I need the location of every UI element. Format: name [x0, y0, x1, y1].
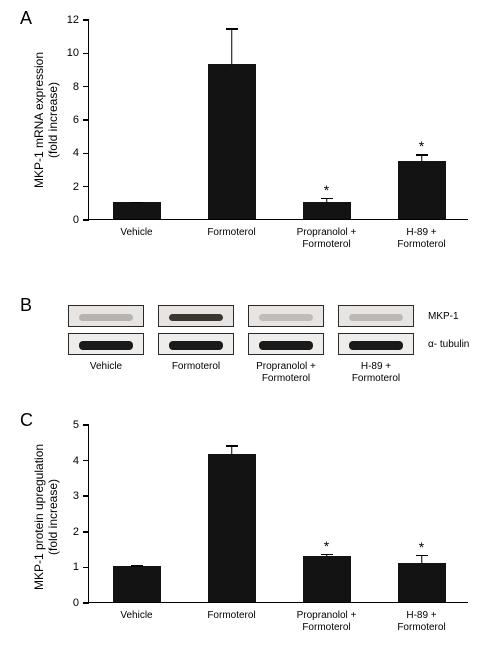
bar	[303, 556, 351, 602]
y-tick-label: 4	[73, 147, 79, 159]
blot-x-label: H-89 +Formoterol	[338, 361, 414, 385]
band	[349, 314, 403, 321]
band	[259, 314, 313, 321]
blot	[68, 333, 144, 355]
y-tick-label: 3	[73, 490, 79, 502]
y-tick	[83, 86, 89, 88]
y-tick-label: 10	[67, 47, 79, 59]
y-tick	[83, 153, 89, 155]
significance-marker: *	[419, 539, 424, 555]
blot	[248, 305, 324, 327]
error-cap	[416, 154, 428, 156]
error-cap	[226, 28, 238, 30]
blot-x-label: Formoterol	[158, 361, 234, 385]
chart-c-ylabel-2: (fold increase)	[46, 479, 60, 555]
blot-label-mkp1: MKP-1	[428, 311, 459, 322]
y-tick-label: 0	[73, 597, 79, 609]
band	[79, 314, 133, 321]
error-cap	[321, 198, 333, 200]
x-label: Propranolol +Formoterol	[297, 227, 357, 251]
significance-marker: *	[324, 182, 329, 198]
error-cap	[226, 445, 238, 447]
y-tick	[83, 531, 89, 533]
blot	[338, 333, 414, 355]
blot-x-label: Propranolol +Formoterol	[248, 361, 324, 385]
band	[259, 341, 313, 350]
x-label: H-89 +Formoterol	[397, 227, 445, 251]
y-tick-label: 2	[73, 526, 79, 538]
y-tick-label: 2	[73, 181, 79, 193]
blot-x-labels: Vehicle Formoterol Propranolol +Formoterol…	[68, 361, 478, 385]
blot-label-tubulin: α- tubulin	[428, 339, 469, 350]
y-tick	[83, 186, 89, 188]
blot-x-label: Vehicle	[68, 361, 144, 385]
y-tick-label: 0	[73, 214, 79, 226]
blot	[248, 333, 324, 355]
chart-a: MKP-1 mRNA expression (fold increase) 02…	[58, 20, 478, 250]
significance-marker: *	[419, 138, 424, 154]
chart-c-ylabel-1: MKP-1 protein upregulation	[32, 444, 46, 590]
band	[169, 314, 223, 321]
x-label: H-89 +Formoterol	[397, 610, 445, 634]
band	[349, 341, 403, 350]
y-tick-label: 4	[73, 455, 79, 467]
x-label: Vehicle	[120, 610, 152, 622]
y-tick	[83, 602, 89, 604]
chart-c-ylabel: MKP-1 protein upregulation (fold increas…	[32, 444, 60, 590]
bar	[303, 202, 351, 220]
chart-a-plot: 024681012VehicleFormoterol*Propranolol +…	[88, 20, 468, 220]
error-bar	[231, 28, 233, 65]
blot	[158, 333, 234, 355]
y-tick	[83, 495, 89, 497]
blot	[158, 305, 234, 327]
blot-row-tubulin	[68, 333, 478, 355]
panel-letter-b: B	[20, 295, 32, 316]
error-cap	[321, 554, 333, 556]
blot-panel: MKP-1 α- tubulin Vehicle Formoterol Propra…	[68, 305, 478, 385]
x-label: Vehicle	[120, 227, 152, 239]
y-tick-label: 1	[73, 561, 79, 573]
error-cap	[416, 555, 428, 557]
blot-row-mkp1	[68, 305, 478, 327]
chart-a-ylabel: MKP-1 mRNA expression (fold increase)	[32, 52, 60, 188]
panel-letter-a: A	[20, 8, 32, 29]
y-tick	[83, 424, 89, 426]
panel-letter-c: C	[20, 410, 33, 431]
error-cap	[131, 565, 143, 567]
chart-a-ylabel-2: (fold increase)	[46, 82, 60, 158]
y-tick-label: 5	[73, 419, 79, 431]
x-label: Formoterol	[207, 227, 255, 239]
y-tick-label: 8	[73, 81, 79, 93]
bar	[398, 563, 446, 602]
chart-c-plot: 012345VehicleFormoterol*Propranolol +For…	[88, 425, 468, 603]
chart-c: MKP-1 protein upregulation (fold increas…	[58, 425, 478, 645]
y-tick	[83, 119, 89, 121]
y-tick	[83, 460, 89, 462]
y-tick-label: 12	[67, 14, 79, 26]
y-tick-label: 6	[73, 114, 79, 126]
x-label: Formoterol	[207, 610, 255, 622]
significance-marker: *	[324, 538, 329, 554]
bar	[208, 64, 256, 219]
bar	[208, 454, 256, 602]
blot	[338, 305, 414, 327]
band	[79, 341, 133, 350]
bar	[398, 161, 446, 219]
error-cap	[131, 202, 143, 204]
band	[169, 341, 223, 350]
y-tick	[83, 53, 89, 55]
y-tick	[83, 567, 89, 569]
chart-a-ylabel-1: MKP-1 mRNA expression	[32, 52, 46, 188]
y-tick	[83, 19, 89, 21]
y-tick	[83, 219, 89, 221]
bar	[113, 202, 161, 219]
blot	[68, 305, 144, 327]
x-label: Propranolol +Formoterol	[297, 610, 357, 634]
bar	[113, 566, 161, 602]
